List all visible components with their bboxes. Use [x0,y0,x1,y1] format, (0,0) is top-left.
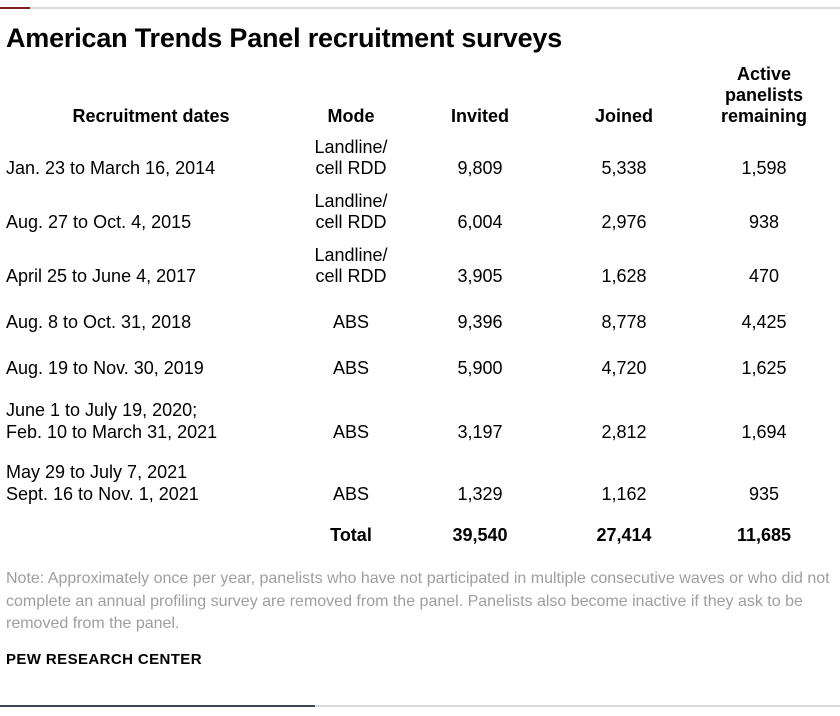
total-label: Total [330,525,372,545]
col-header-invited: Invited [450,106,509,126]
cell-dates: April 25 to June 4, 2017 [6,266,197,286]
cell-mode: ABS [332,484,370,504]
total-invited: 39,540 [452,525,508,545]
source-label: PEW RESEARCH CENTER [6,650,202,668]
table-row: Aug. 19 to Nov. 30, 2019 ABS 5,900 4,720… [6,345,834,391]
table-row: Aug. 8 to Oct. 31, 2018 ABS 9,396 8,778 … [6,299,834,345]
figure-note: Note: Approximately once per year, panel… [6,570,830,632]
col-header-joined: Joined [594,106,653,126]
col-header-recruitment-dates: Recruitment dates [72,106,230,126]
cell-mode: ABS [332,358,370,378]
cell-joined: 8,778 [601,312,647,332]
recruitment-table: Recruitment dates Mode Invited Joined Ac… [6,64,834,554]
figure-content: American Trends Panel recruitment survey… [0,9,840,669]
cell-remaining: 4,425 [741,312,787,332]
cell-joined: 4,720 [601,358,647,378]
cell-invited: 3,905 [457,266,503,286]
total-joined: 27,414 [596,525,652,545]
cell-mode: ABS [332,312,370,332]
cell-joined: 5,338 [601,158,647,178]
header-row: Recruitment dates Mode Invited Joined Ac… [6,64,834,137]
cell-invited: 1,329 [457,484,503,504]
cell-invited: 3,197 [457,422,503,442]
col-header-active-panelists-remaining: Active panelists remaining [720,64,808,126]
table-row: June 1 to July 19, 2020; Feb. 10 to Marc… [6,391,834,453]
cell-dates-empty [6,515,296,554]
top-rule-accent [0,7,30,9]
total-row: Total 39,540 27,414 11,685 [6,515,834,554]
cell-mode: Landline/ cell RDD [314,191,388,232]
cell-dates: June 1 to July 19, 2020; Feb. 10 to Marc… [6,400,218,442]
cell-remaining: 470 [748,266,780,286]
cell-joined: 1,628 [601,266,647,286]
total-remaining: 11,685 [736,525,792,545]
bottom-rule-accent [0,705,315,707]
table-row: May 29 to July 7, 2021 Sept. 16 to Nov. … [6,453,834,515]
cell-invited: 9,396 [457,312,503,332]
cell-joined: 2,976 [601,212,647,232]
cell-remaining: 1,598 [741,158,787,178]
cell-dates: May 29 to July 7, 2021 Sept. 16 to Nov. … [6,462,199,504]
cell-mode: ABS [332,422,370,442]
cell-mode: Landline/ cell RDD [314,245,388,286]
cell-dates: Aug. 27 to Oct. 4, 2015 [6,212,192,232]
cell-mode: Landline/ cell RDD [314,137,388,178]
cell-dates: Aug. 19 to Nov. 30, 2019 [6,358,204,378]
col-header-mode: Mode [327,106,375,126]
bottom-rule [0,705,840,707]
cell-invited: 5,900 [457,358,503,378]
cell-remaining: 938 [748,212,780,232]
cell-invited: 6,004 [457,212,503,232]
top-rule [0,7,840,9]
cell-remaining: 935 [748,484,780,504]
cell-dates: Jan. 23 to March 16, 2014 [6,158,216,178]
table-row: Aug. 27 to Oct. 4, 2015 Landline/ cell R… [6,191,834,245]
cell-invited: 9,809 [457,158,503,178]
table-row: April 25 to June 4, 2017 Landline/ cell … [6,245,834,299]
cell-remaining: 1,625 [741,358,787,378]
cell-dates: Aug. 8 to Oct. 31, 2018 [6,312,192,332]
page-title: American Trends Panel recruitment survey… [6,23,563,53]
cell-joined: 2,812 [601,422,647,442]
table-row: Jan. 23 to March 16, 2014 Landline/ cell… [6,137,834,191]
cell-joined: 1,162 [601,484,647,504]
cell-remaining: 1,694 [741,422,787,442]
